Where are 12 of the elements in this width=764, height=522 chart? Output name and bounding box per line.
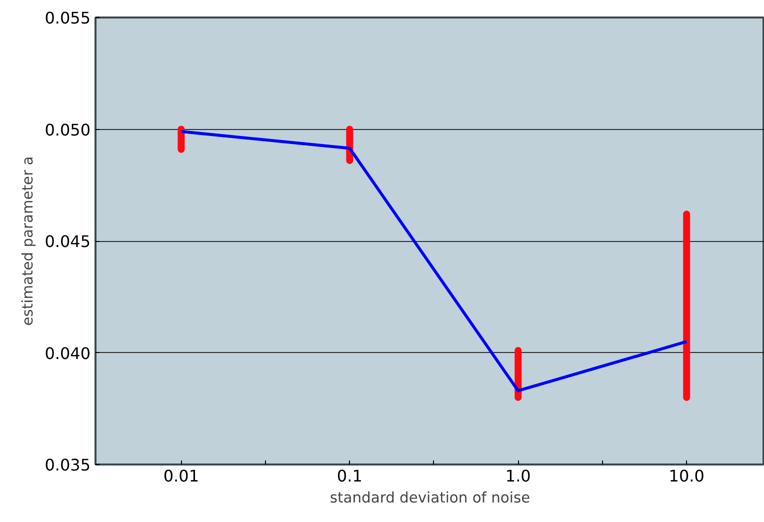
y-axis-title: estimated parameter a (20, 156, 37, 326)
x-tick-label: 1.0 (505, 466, 531, 486)
x-tick-label: 0.01 (163, 466, 200, 486)
y-tick-label: 0.050 (44, 120, 91, 140)
y-tick-label: 0.040 (44, 344, 91, 363)
y-tick-label: 0.035 (44, 456, 91, 474)
y-tick-label: 0.055 (44, 8, 91, 28)
line-series (180, 130, 688, 392)
x-tick-label: 10.0 (668, 466, 704, 486)
x-tick-label: 0.1 (336, 466, 362, 486)
y-tick-label: 0.045 (44, 232, 91, 251)
x-axis-title: standard deviation of noise (330, 490, 530, 506)
